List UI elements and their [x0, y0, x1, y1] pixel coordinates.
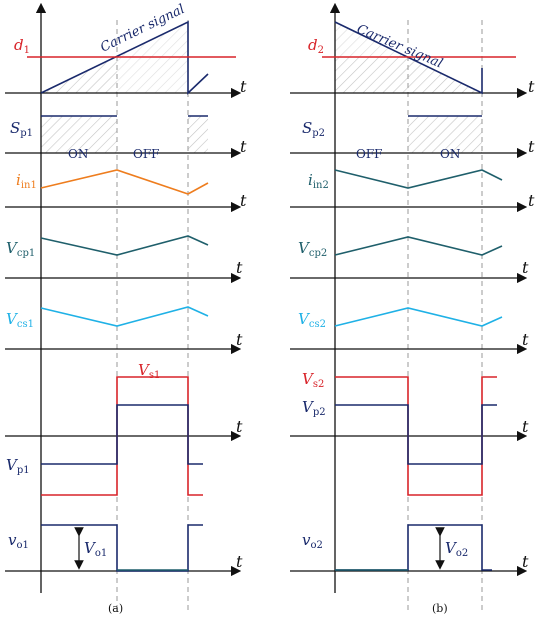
t-label-b1: t — [528, 77, 535, 96]
t-label-a5: t — [236, 330, 243, 349]
vcp-label-a: Vcp1 — [6, 239, 35, 259]
t-label-b5: t — [522, 330, 529, 349]
vp-label-a: Vp1 — [6, 456, 30, 476]
vo-amplitude-label-a: Vo1 — [84, 539, 107, 559]
t-label-a3: t — [240, 191, 247, 210]
gate-label-a: Sp1 — [10, 119, 33, 139]
on-hatch-region-b — [408, 116, 482, 153]
on-hatch-region-a2 — [188, 116, 208, 153]
t-label-b4: t — [522, 258, 529, 277]
carrier-waveform-b — [334, 21, 483, 95]
t-label-a1: t — [240, 77, 247, 96]
input-current-waveform-a — [40, 169, 209, 195]
panel-b: t t t t t t t Carrier signal d2 Sp2 OFF … — [290, 2, 535, 615]
vs-waveform-b — [335, 376, 497, 496]
vcs-label-b: Vcs2 — [298, 310, 326, 330]
vo-label-b: vo2 — [302, 531, 323, 551]
t-label-a6: t — [236, 417, 243, 436]
vcs-waveform-a — [40, 306, 209, 327]
t-label-b3: t — [528, 191, 535, 210]
off-label-a: OFF — [133, 147, 160, 161]
vo-label-a: vo1 — [8, 531, 29, 551]
current-label-b: iin2 — [308, 171, 329, 191]
t-label-a2: t — [240, 137, 247, 156]
panel-a: t t t t t t t Carrier signal d1 Sp1 ON O… — [5, 2, 247, 615]
duty-label-b: d2 — [308, 36, 324, 56]
caption-a: (a) — [108, 602, 123, 615]
vo-waveform-b — [335, 524, 492, 571]
on-label-b: ON — [440, 147, 460, 161]
t-label-a7: t — [236, 552, 243, 571]
vp-waveform-a — [41, 404, 203, 465]
vs-label-b: Vs2 — [302, 370, 324, 390]
t-label-a4: t — [236, 258, 243, 277]
caption-b: (b) — [432, 602, 448, 615]
vo-amplitude-label-b: Vo2 — [445, 539, 468, 559]
gate-label-b: Sp2 — [302, 119, 325, 139]
vcs-label-a: Vcs1 — [6, 310, 34, 330]
vp-label-b: Vp2 — [302, 398, 326, 418]
vcs-waveform-b — [334, 307, 503, 327]
vcp-waveform-a — [40, 235, 209, 256]
current-label-a: iin1 — [16, 171, 37, 191]
on-hatch-region-a — [41, 116, 117, 153]
t-label-b2: t — [528, 137, 535, 156]
on-label-a: ON — [68, 147, 88, 161]
vp-waveform-b — [335, 404, 497, 465]
vo-waveform-a — [41, 524, 203, 572]
vcp-label-b: Vcp2 — [298, 239, 327, 259]
vcp-waveform-b — [334, 236, 503, 256]
vs-waveform-a — [41, 376, 203, 496]
input-current-waveform-b — [334, 169, 503, 189]
off-label-b: OFF — [356, 147, 383, 161]
vs-label-a: Vs1 — [138, 361, 160, 381]
duty-label-a: d1 — [14, 36, 30, 56]
t-label-b6: t — [522, 417, 529, 436]
t-label-b7: t — [522, 552, 529, 571]
